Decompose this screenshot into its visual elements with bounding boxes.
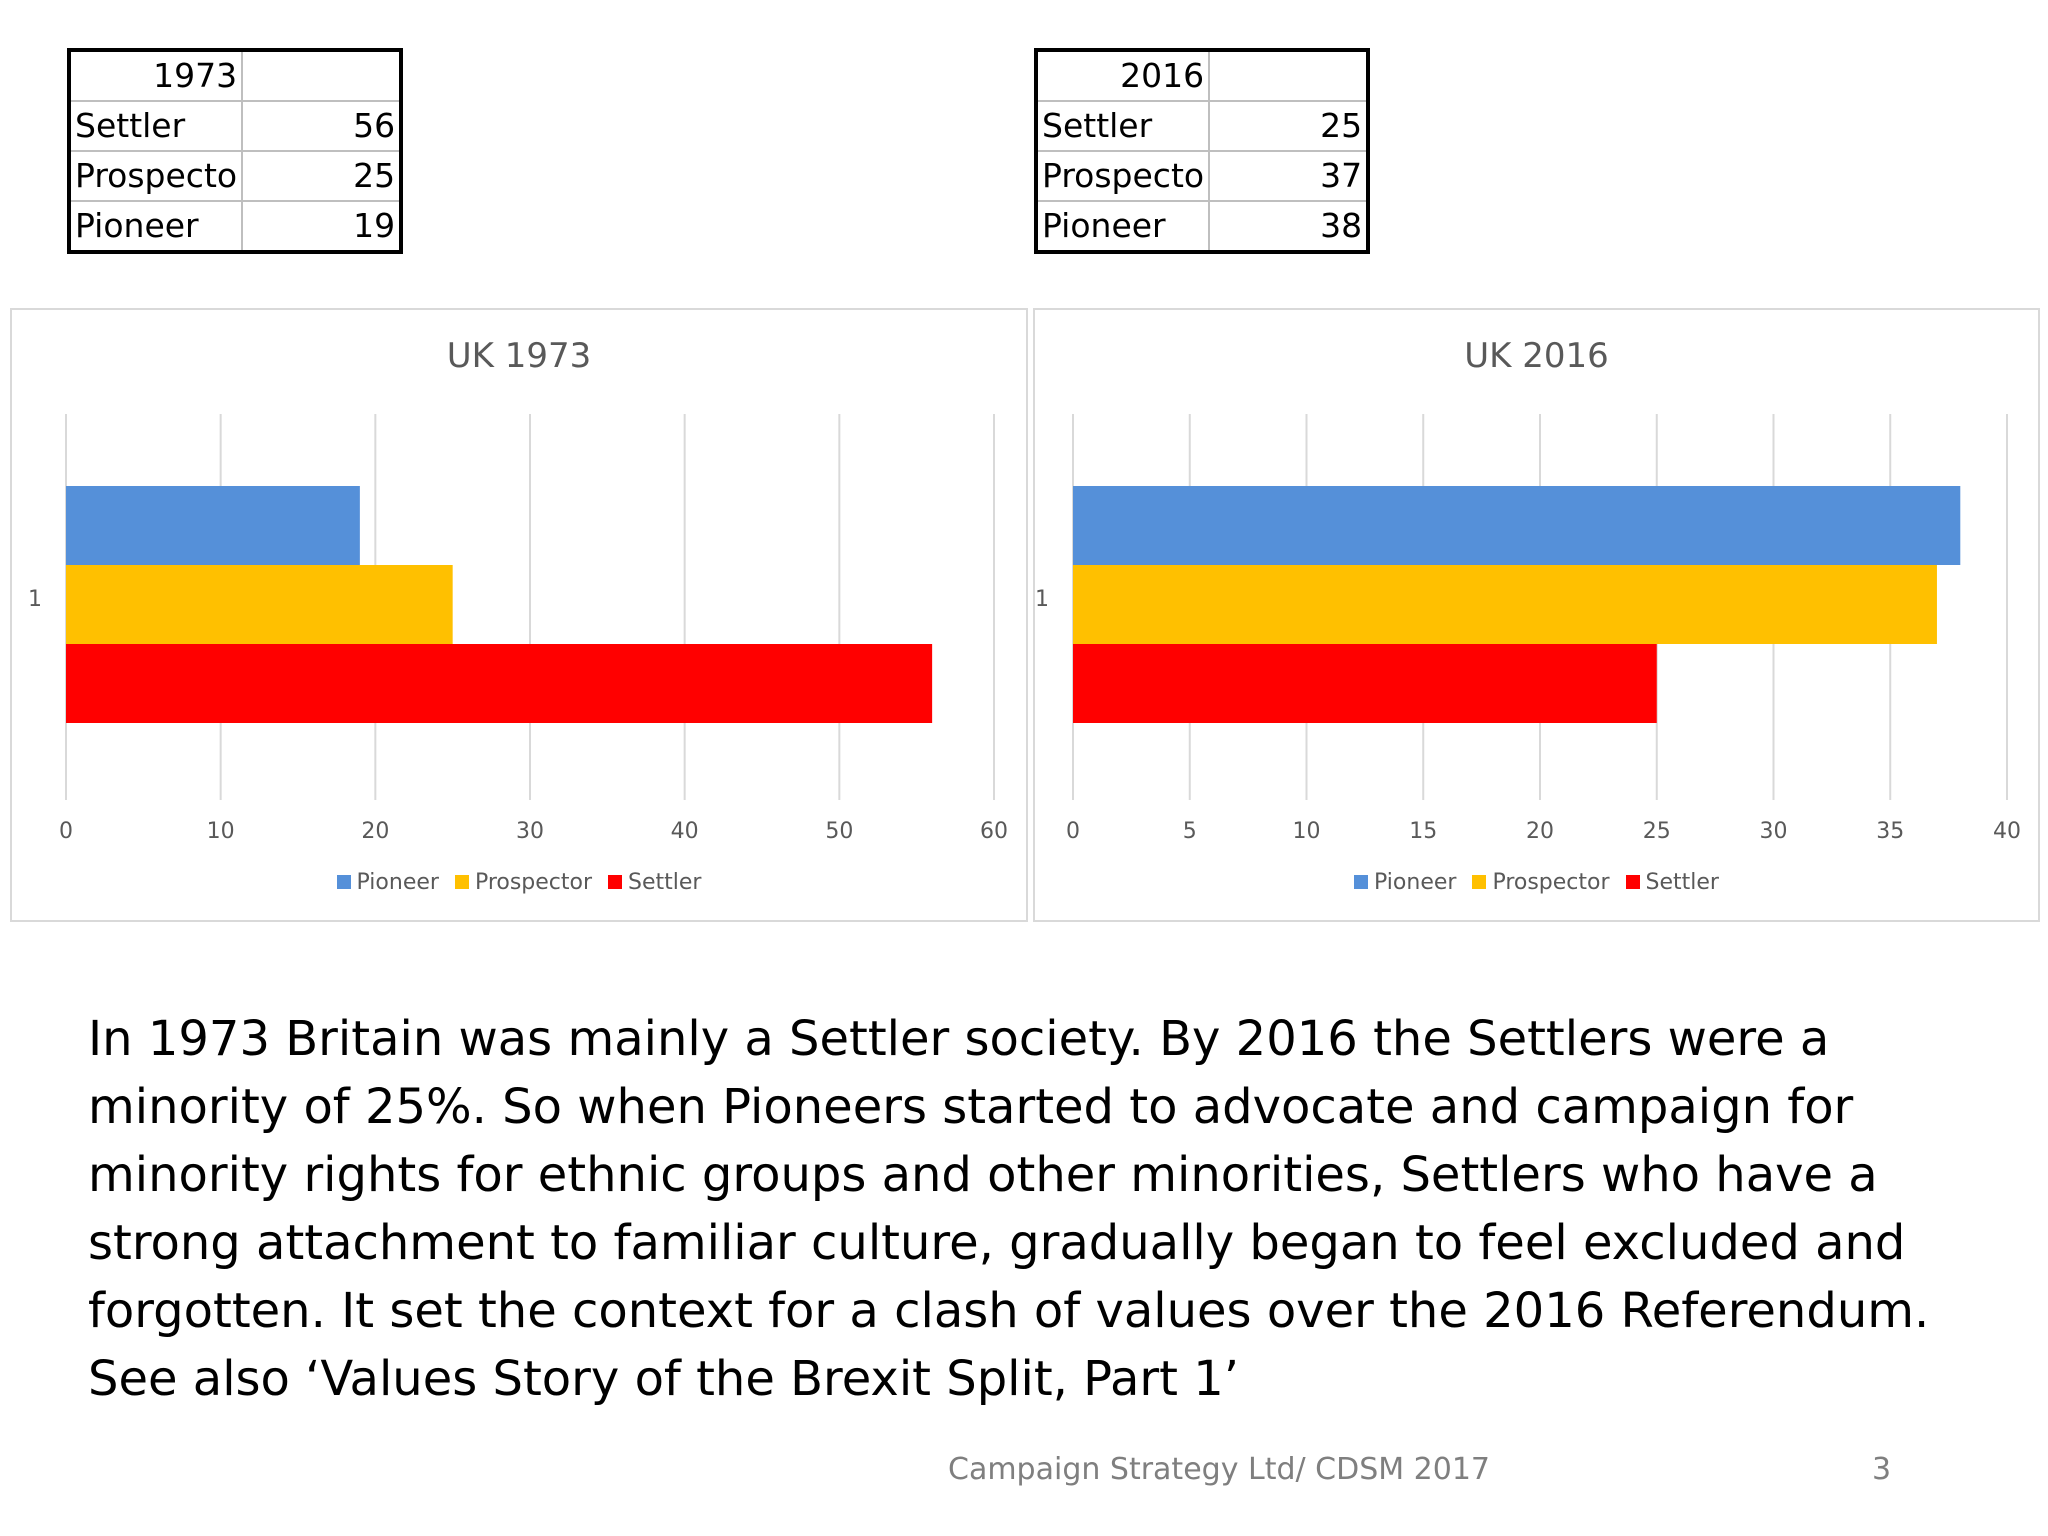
x-tick-label: 20 — [1526, 819, 1554, 844]
legend-swatch — [1625, 875, 1640, 889]
legend-swatch — [336, 875, 351, 889]
table-row-label: Settler — [1034, 100, 1211, 152]
chart-uk-2016: UK 2016 0 5 10 15 20 25 30 35 40 1 Pioneer Prospec… — [1033, 308, 2040, 922]
table-row-label: Pioneer — [1034, 200, 1211, 253]
table-year: 2016 — [1034, 49, 1211, 102]
table-row-label: Prospecto — [67, 150, 244, 202]
legend-item-pioneer: Pioneer — [1354, 870, 1456, 895]
legend-swatch — [1472, 875, 1487, 889]
bar-pioneer — [66, 486, 360, 565]
bar-settler — [66, 644, 933, 723]
legend-item-prospector: Prospector — [454, 870, 593, 895]
body-paragraph: In 1973 Britain was mainly a Settler soc… — [88, 1011, 1930, 1407]
legend-label: Settler — [628, 870, 702, 895]
table-row-value: 19 — [241, 200, 403, 253]
table-row-value: 37 — [1208, 150, 1370, 202]
table-row-label: Pioneer — [67, 200, 244, 253]
table-year: 1973 — [67, 49, 244, 102]
legend-label: Pioneer — [356, 870, 439, 895]
x-tick-label: 5 — [1183, 819, 1197, 844]
data-table-2016: 2016 Settler 25 Prospecto 37 Pioneer 38 — [1034, 48, 1371, 254]
legend-item-pioneer: Pioneer — [336, 870, 439, 895]
legend-label: Pioneer — [1374, 870, 1457, 895]
table-row-label: Settler — [67, 100, 244, 152]
chart-uk-1973: UK 1973 0 10 20 30 40 50 60 1 Pioneer Prospector… — [10, 308, 1028, 922]
chart-title: UK 2016 — [1464, 336, 1609, 376]
legend-swatch — [1354, 875, 1369, 889]
chart-legend: Pioneer Prospector Settler — [1035, 870, 2038, 895]
table-row-label: Prospecto — [1034, 150, 1211, 202]
legend-item-settler: Settler — [608, 870, 701, 895]
bar-prospector — [1073, 565, 1937, 644]
table-row-value: 38 — [1208, 200, 1370, 253]
x-tick-label: 50 — [825, 819, 853, 844]
table-row-value: 25 — [1208, 100, 1370, 152]
footer-credit: Campaign Strategy Ltd/ CDSM 2017 — [948, 1452, 1491, 1487]
x-tick-label: 10 — [207, 819, 235, 844]
table-row-value: 56 — [241, 100, 403, 152]
x-tick-label: 60 — [980, 819, 1008, 844]
x-tick-label: 35 — [1876, 819, 1904, 844]
category-label: 1 — [28, 587, 42, 612]
x-tick-label: 0 — [59, 819, 73, 844]
legend-swatch — [454, 875, 469, 889]
x-tick-label: 30 — [516, 819, 544, 844]
x-tick-label: 0 — [1066, 819, 1080, 844]
bar-prospector — [66, 565, 453, 644]
legend-item-settler: Settler — [1625, 870, 1719, 895]
category-label: 1 — [1035, 587, 1049, 612]
page-number: 3 — [1872, 1452, 1892, 1487]
x-tick-label: 25 — [1643, 819, 1671, 844]
bar-settler — [1073, 644, 1657, 723]
bar-pioneer — [1073, 486, 1961, 565]
chart-plot: 0 5 10 15 20 25 30 35 40 1 — [1035, 414, 2021, 844]
x-tick-label: 40 — [671, 819, 699, 844]
x-tick-label: 40 — [1993, 819, 2021, 844]
x-tick-label: 20 — [361, 819, 389, 844]
legend-label: Settler — [1645, 870, 1719, 895]
x-tick-label: 10 — [1293, 819, 1321, 844]
legend-label: Prospector — [474, 870, 593, 895]
x-tick-label: 15 — [1409, 819, 1437, 844]
chart-legend: Pioneer Prospector Settler — [12, 870, 1026, 895]
chart-title: UK 1973 — [446, 336, 592, 376]
data-table-1973: 1973 Settler 56 Prospecto 25 Pioneer 19 — [67, 48, 404, 254]
chart-plot: 0 10 20 30 40 50 60 1 — [28, 414, 1008, 844]
legend-label: Prospector — [1492, 870, 1610, 895]
legend-item-prospector: Prospector — [1472, 870, 1610, 895]
table-row-value: 25 — [241, 150, 403, 202]
legend-swatch — [608, 875, 623, 889]
x-tick-label: 30 — [1760, 819, 1788, 844]
